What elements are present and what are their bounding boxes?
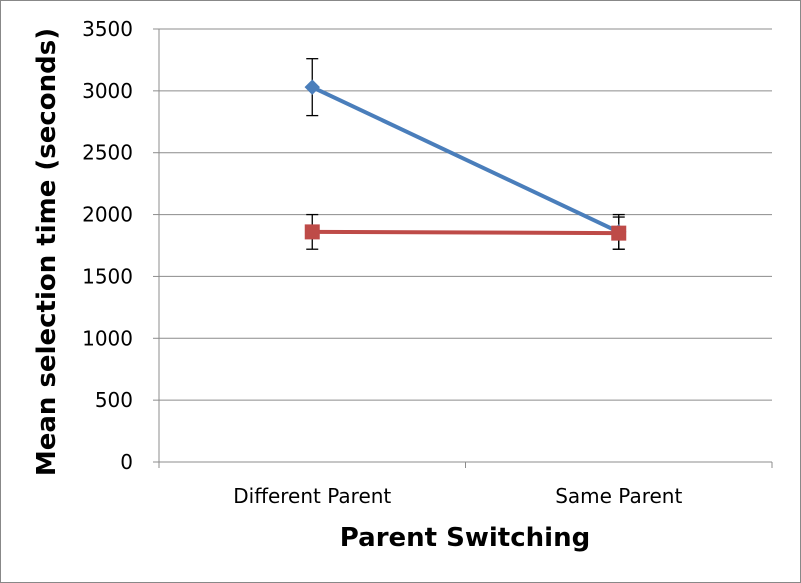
y-tick-label: 1500 — [82, 264, 133, 288]
axes — [153, 28, 773, 468]
series-1-point — [304, 79, 320, 95]
series-1-line — [311, 85, 620, 234]
y-axis-title: Mean selection time (seconds) — [32, 28, 62, 476]
series-2-point — [304, 224, 320, 240]
gridlines — [159, 28, 772, 401]
series-2-point — [611, 225, 627, 241]
y-tick-label: 2000 — [82, 203, 133, 227]
y-tick-label: 500 — [95, 388, 133, 412]
series-2-line — [312, 229, 619, 236]
series-layer — [304, 58, 627, 250]
x-tick-label: Same Parent — [555, 484, 682, 508]
y-tick-labels: 0 500 1000 1500 2000 2500 3000 3500 — [82, 17, 133, 474]
y-tick-label: 1000 — [82, 326, 133, 350]
x-tick-labels: Different Parent Same Parent — [233, 484, 682, 508]
x-axis-title: Parent Switching — [340, 523, 590, 553]
y-tick-label: 0 — [120, 450, 133, 474]
y-tick-label: 3000 — [82, 79, 133, 103]
y-tick-label: 2500 — [82, 141, 133, 165]
x-tick-label: Different Parent — [233, 484, 391, 508]
y-tick-label: 3500 — [82, 17, 133, 41]
